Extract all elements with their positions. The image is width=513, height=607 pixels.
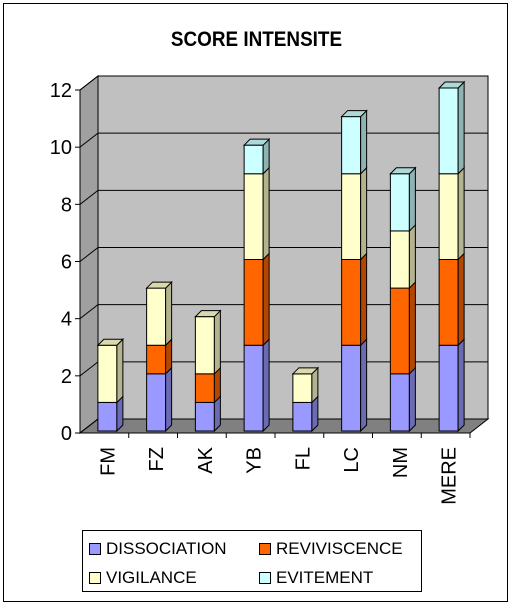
x-tick-label: NM: [390, 447, 412, 478]
bar-segment: [438, 259, 459, 346]
gridline: [79, 75, 488, 91]
bar-segment-side: [262, 252, 270, 347]
bar-segment: [389, 287, 410, 375]
legend-label-vigilance: VIGILANCE: [106, 568, 197, 587]
bar-segment-side: [408, 366, 416, 433]
bar-top: [340, 110, 368, 118]
bar-segment: [97, 401, 118, 432]
bar-top: [145, 281, 173, 289]
legend-item-evitement: EVITEMENT: [259, 568, 373, 588]
x-tick-label: MERE: [439, 447, 461, 505]
chart-title: SCORE INTENSITE: [170, 28, 343, 51]
y-tick-label: 6: [61, 252, 72, 274]
bar-segment: [243, 344, 264, 432]
bar-segment: [194, 373, 215, 403]
x-tick-label: LC: [341, 447, 363, 473]
bar-segment: [341, 173, 362, 260]
x-tick-label: YB: [244, 447, 266, 474]
bar-segment: [389, 373, 410, 432]
bar-segment: [389, 173, 410, 232]
bar-segment-side: [408, 280, 416, 376]
bar-segment-side: [262, 338, 270, 433]
bar-segment: [194, 316, 215, 375]
bar-segment: [389, 230, 410, 289]
bar-top: [242, 138, 271, 146]
x-tick-label: AK: [195, 446, 217, 473]
bar-segment: [341, 344, 362, 432]
bar-top: [389, 167, 417, 175]
bar-segment: [341, 259, 362, 346]
bar-segment: [146, 373, 167, 432]
y-tick-label: 4: [61, 309, 72, 331]
bar-segment: [146, 287, 167, 346]
legend-swatch-reviviscence: [259, 543, 271, 555]
legend: DISSOCIATION REVIVISCENCE VIGILANCE EVIT…: [82, 530, 422, 592]
bar-segment-side: [457, 252, 465, 347]
bar-segment: [194, 401, 215, 432]
bar-segment: [341, 116, 362, 175]
legend-label-evitement: EVITEMENT: [276, 568, 374, 587]
bar-segment-side: [116, 338, 124, 404]
bar-segment-side: [360, 338, 368, 433]
y-tick-label: 12: [50, 80, 72, 102]
legend-item-dissociation: DISSOCIATION: [89, 539, 227, 559]
bar-segment: [292, 373, 313, 403]
y-tick-label: 0: [61, 423, 72, 445]
legend-swatch-vigilance: [89, 572, 101, 584]
bar-segment: [438, 344, 459, 432]
legend-item-vigilance: VIGILANCE: [89, 568, 197, 588]
legend-label-reviviscence: REVIVISCENCE: [276, 539, 403, 558]
bar-segment-side: [360, 109, 368, 175]
bar-segment-side: [457, 166, 465, 261]
y-tick-label: 2: [61, 366, 72, 388]
legend-item-reviviscence: REVIVISCENCE: [259, 539, 403, 559]
legend-swatch-evitement: [259, 572, 271, 584]
bar-segment: [292, 401, 313, 432]
bar-segment-side: [408, 166, 416, 233]
bar-segment: [243, 144, 264, 175]
x-tick-label: FM: [97, 447, 119, 476]
legend-swatch-dissociation: [89, 543, 101, 555]
bar-segment: [243, 259, 264, 346]
legend-label-dissociation: DISSOCIATION: [106, 539, 227, 558]
bar-top: [96, 338, 125, 346]
bar-segment-side: [360, 166, 368, 261]
bar-top: [194, 310, 222, 318]
bar-top: [437, 81, 466, 89]
bar-segment-side: [360, 252, 368, 347]
bar-segment: [97, 344, 118, 403]
bar-segment: [438, 87, 459, 175]
bar-segment: [243, 173, 264, 260]
y-tick-label: 8: [61, 194, 72, 216]
x-tick-label: FZ: [146, 447, 168, 471]
floor: [78, 418, 490, 434]
bar-segment-side: [457, 80, 465, 175]
bar-segment-side: [408, 223, 416, 290]
bar-top: [291, 367, 320, 375]
bar-segment-side: [457, 338, 465, 433]
bar-segment-side: [262, 166, 270, 261]
x-tick-label: FL: [292, 447, 314, 470]
bar-segment-side: [165, 280, 173, 347]
bar-segment: [438, 173, 459, 260]
bar-segment-side: [213, 309, 221, 376]
bar-segment: [146, 344, 167, 375]
bar-segment-side: [165, 366, 173, 433]
y-tick-label: 10: [50, 137, 72, 159]
